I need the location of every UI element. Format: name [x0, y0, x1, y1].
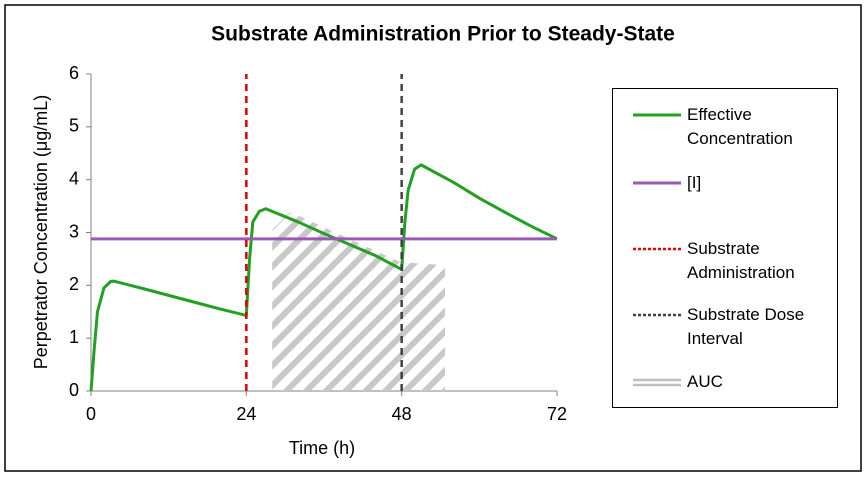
legend-swatch — [633, 181, 681, 185]
legend-label: Substrate Administration — [687, 239, 795, 282]
plot-area: 0 1 2 3 4 5 6 0 24 48 72 — [69, 63, 567, 424]
y-tick-label: 6 — [69, 63, 79, 83]
legend-swatch — [633, 313, 681, 317]
x-tick-label: 24 — [236, 404, 256, 424]
legend-label: Effective Concentration — [687, 105, 793, 148]
legend-swatch — [633, 113, 681, 117]
legend-swatch — [633, 247, 681, 251]
y-tick-label: 2 — [69, 274, 79, 294]
y-tick-label: 1 — [69, 327, 79, 347]
x-axis-label: Time (h) — [289, 438, 355, 458]
y-tick-label: 5 — [69, 116, 79, 136]
x-tick-label: 72 — [547, 404, 567, 424]
legend: Effective Concentration [I] Substrate Admi… — [612, 88, 838, 408]
legend-swatch — [633, 378, 681, 387]
y-tick-label: 3 — [69, 221, 79, 241]
chart-title: Substrate Administration Prior to Steady… — [211, 23, 675, 46]
y-axis-label: Perpetrator Concentration (μg/mL) — [31, 95, 51, 370]
y-tick-label: 4 — [69, 168, 79, 188]
frame — [4, 4, 862, 472]
legend-label: Substrate Dose Interval — [687, 305, 805, 348]
y-tick-label: 0 — [69, 380, 79, 400]
x-tick-label: 48 — [392, 404, 412, 424]
x-tick-label: 0 — [86, 404, 96, 424]
legend-label: [I] — [687, 173, 702, 192]
series-line — [89, 163, 558, 392]
auc-area — [272, 211, 446, 391]
legend-label: AUC — [687, 372, 723, 391]
